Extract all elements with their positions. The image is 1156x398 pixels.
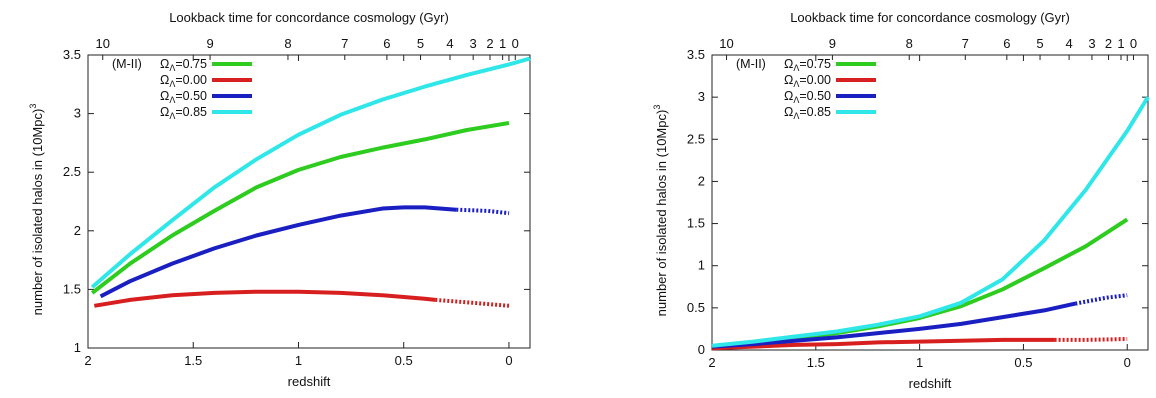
legend-label: ΩΛ=0.75 bbox=[784, 57, 831, 73]
series-line-1 bbox=[711, 337, 1055, 351]
top-tick-label: 0 bbox=[1130, 36, 1137, 51]
top-tick-label: 1 bbox=[499, 36, 506, 51]
top-tick-label: 5 bbox=[1036, 36, 1043, 51]
x-tick-label: 1 bbox=[295, 353, 302, 368]
top-tick-label: 10 bbox=[95, 36, 109, 51]
y-tick-label: 3 bbox=[74, 106, 81, 121]
x-tick-label: 2 bbox=[84, 353, 91, 368]
series-line-2 bbox=[99, 205, 457, 299]
legend-label: ΩΛ=0.85 bbox=[160, 105, 207, 121]
y-tick-label: 1 bbox=[74, 340, 81, 355]
y-tick-label: 0 bbox=[698, 342, 705, 357]
top-tick-label: 7 bbox=[341, 36, 348, 51]
top-tick-label: 8 bbox=[906, 36, 913, 51]
top-tick-label: 2 bbox=[1105, 36, 1112, 51]
x-tick-label: 0.5 bbox=[1014, 355, 1032, 370]
y-tick-label: 3.5 bbox=[63, 47, 81, 62]
series-line-dotted-2 bbox=[456, 207, 510, 216]
series-line-3 bbox=[711, 96, 1150, 348]
y-tick-label: 0.5 bbox=[687, 300, 705, 315]
top-tick-label: 6 bbox=[1003, 36, 1010, 51]
series-line-dotted-2 bbox=[1074, 293, 1128, 306]
x-tick-label: 1 bbox=[916, 355, 923, 370]
y-tick-label: 2 bbox=[74, 223, 81, 238]
series-line-3 bbox=[90, 56, 531, 289]
top-tick-label: 4 bbox=[446, 36, 453, 51]
x-tick-label: 0 bbox=[1124, 355, 1131, 370]
top-tick-label: 9 bbox=[206, 36, 213, 51]
top-tick-label: 7 bbox=[962, 36, 969, 51]
y-tick-label: 1.5 bbox=[687, 216, 705, 231]
series-line-0 bbox=[90, 121, 510, 295]
top-tick-label: 9 bbox=[829, 36, 836, 51]
y-tick-label: 3 bbox=[698, 89, 705, 104]
y-axis-label: number of isolated halos in (10Mpc)3 bbox=[652, 105, 669, 317]
plot-frame bbox=[87, 54, 531, 349]
top-tick-label: 3 bbox=[470, 36, 477, 51]
x-tick-label: 2 bbox=[708, 355, 715, 370]
top-axis-label: Lookback time for concordance cosmology … bbox=[790, 10, 1070, 25]
x-tick-label: 1.5 bbox=[184, 353, 202, 368]
chart-panel-right: 2 1.5 1 0.5 000.511.522.533.510 9 8 7 6 5 4 3 2 1 0red… bbox=[652, 10, 1150, 391]
top-tick-label: 1 bbox=[1117, 36, 1124, 51]
series-line-dotted-1 bbox=[1054, 337, 1128, 342]
top-tick-label: 5 bbox=[417, 36, 424, 51]
series-line-dotted-1 bbox=[435, 297, 510, 308]
x-axis-label: redshift bbox=[288, 374, 331, 389]
top-tick-label: 0 bbox=[512, 36, 519, 51]
top-tick-label: 2 bbox=[486, 36, 493, 51]
x-tick-label: 0.5 bbox=[395, 353, 413, 368]
top-tick-label: 3 bbox=[1088, 36, 1095, 51]
legend-label: ΩΛ=0.00 bbox=[160, 73, 207, 89]
legend-label: ΩΛ=0.50 bbox=[784, 89, 831, 105]
y-tick-label: 1 bbox=[698, 258, 705, 273]
y-tick-label: 2 bbox=[698, 173, 705, 188]
x-axis-label: redshift bbox=[909, 376, 952, 391]
y-axis-label: number of isolated halos in (10Mpc)3 bbox=[28, 104, 45, 316]
legend-label: ΩΛ=0.85 bbox=[784, 105, 831, 121]
y-tick-label: 3.5 bbox=[687, 47, 705, 62]
legend-title: (M-II) bbox=[112, 57, 142, 71]
legend-label: ΩΛ=0.75 bbox=[160, 57, 207, 73]
plot-frame bbox=[711, 54, 1149, 351]
series-line-2 bbox=[711, 301, 1076, 349]
y-tick-label: 1.5 bbox=[63, 281, 81, 296]
top-tick-label: 10 bbox=[719, 36, 733, 51]
series-line-1 bbox=[93, 289, 436, 308]
y-tick-label: 2.5 bbox=[63, 164, 81, 179]
top-tick-label: 6 bbox=[383, 36, 390, 51]
legend-label: ΩΛ=0.00 bbox=[784, 73, 831, 89]
top-tick-label: 8 bbox=[284, 36, 291, 51]
chart-panel-left: 2 1.5 1 0.5 011.522.533.510 9 8 7 6 5 4 3 2 1 0redshif… bbox=[28, 10, 531, 389]
y-tick-label: 2.5 bbox=[687, 131, 705, 146]
x-tick-label: 0 bbox=[505, 353, 512, 368]
legend-title: (M-II) bbox=[736, 57, 766, 71]
x-tick-label: 1.5 bbox=[807, 355, 825, 370]
top-axis-label: Lookback time for concordance cosmology … bbox=[169, 10, 449, 25]
top-tick-label: 4 bbox=[1065, 36, 1072, 51]
legend-label: ΩΛ=0.50 bbox=[160, 89, 207, 105]
